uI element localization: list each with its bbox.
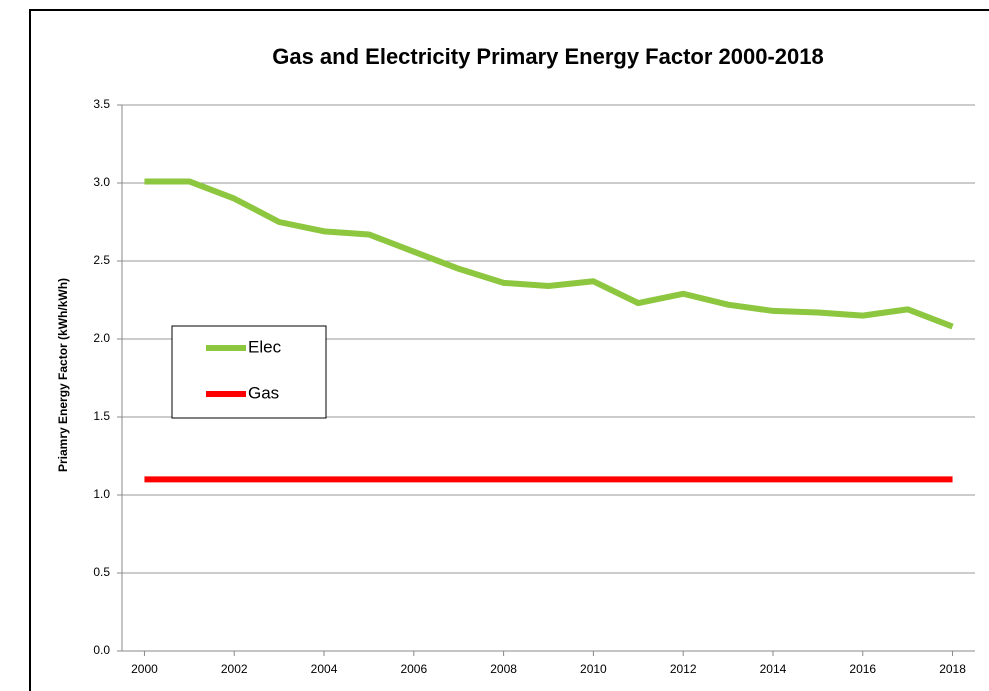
y-tick-label: 0.5 [93,565,110,579]
x-tick-label: 2002 [221,662,248,676]
x-tick-label: 2014 [760,662,787,676]
legend-label: Elec [248,337,282,356]
y-tick-label: 2.5 [93,253,110,267]
y-tick-label: 1.5 [93,409,110,423]
y-tick-label: 3.5 [93,97,110,111]
x-tick-label: 2004 [311,662,338,676]
y-tick-label: 1.0 [93,487,110,501]
x-tick-label: 2012 [670,662,697,676]
x-tick-label: 2018 [939,662,966,676]
y-tick-label: 0.0 [93,643,110,657]
y-axis-label: Priamry Energy Factor (kWh/kWh) [56,278,70,472]
y-tick-label: 2.0 [93,331,110,345]
x-tick-label: 2000 [131,662,158,676]
x-tick-label: 2016 [849,662,876,676]
y-tick-label: 3.0 [93,175,110,189]
line-series [144,178,954,330]
x-tick-label: 2008 [490,662,517,676]
legend-label: Gas [248,383,279,402]
chart-title: Gas and Electricity Primary Energy Facto… [272,44,824,69]
x-tick-label: 2010 [580,662,607,676]
legend-box [171,325,327,419]
x-tick-label: 2006 [400,662,427,676]
